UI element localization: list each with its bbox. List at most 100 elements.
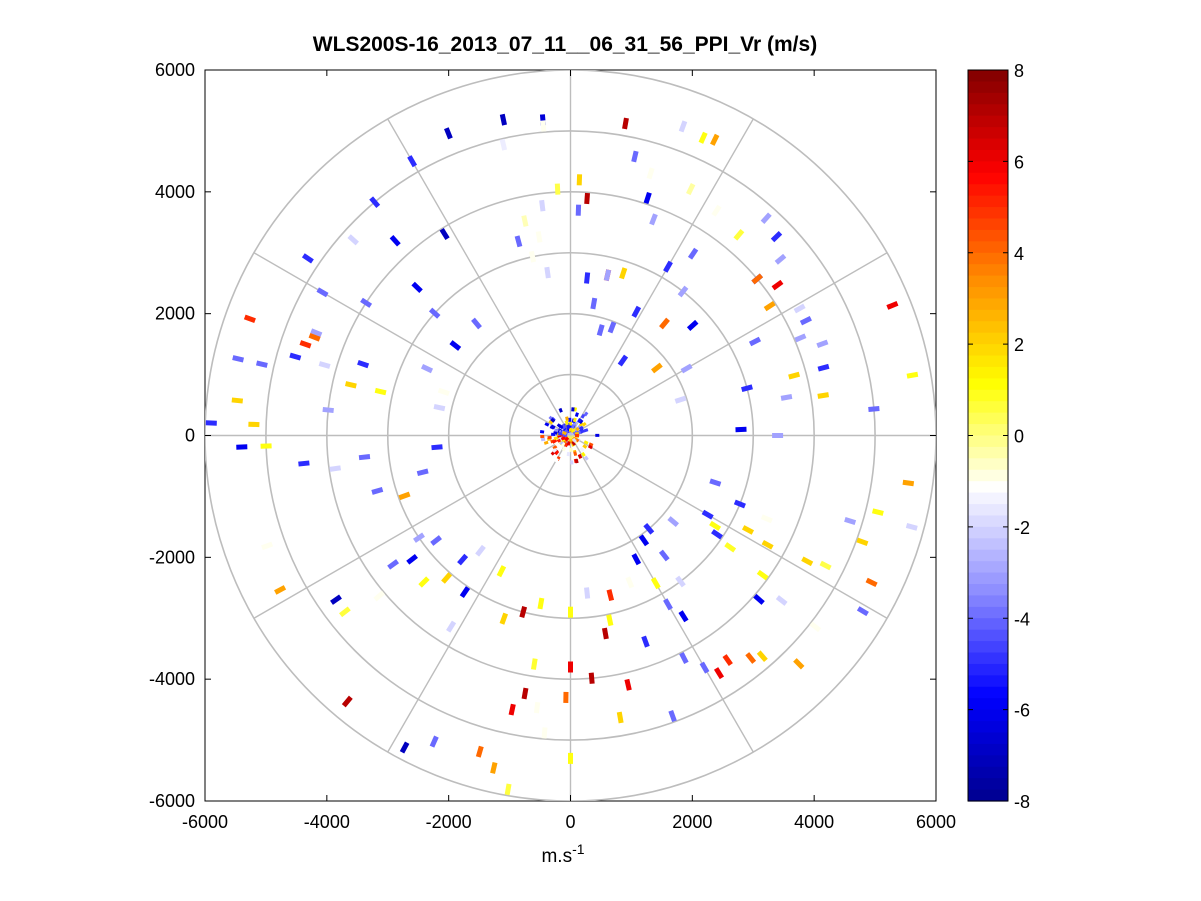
data-point <box>475 745 484 758</box>
center-wedge <box>567 434 571 436</box>
data-point <box>541 727 548 739</box>
center-wedge <box>567 435 571 437</box>
colorbar-tick-label: 2 <box>1014 335 1024 355</box>
data-point <box>710 133 720 146</box>
colorbar-swatch <box>968 115 1008 128</box>
data-point <box>568 661 573 673</box>
near-range-bin <box>574 412 579 417</box>
data-point <box>416 468 429 477</box>
chart-title: WLS200S-16_2013_07_11__06_31_56_PPI_Vr (… <box>313 33 817 56</box>
data-point <box>310 328 323 338</box>
near-range-bin <box>571 437 577 443</box>
near-range-bin <box>565 416 569 421</box>
data-point <box>344 381 357 389</box>
colorbar-swatch <box>968 149 1008 162</box>
data-point <box>686 183 696 196</box>
data-point <box>638 534 650 547</box>
data-point <box>301 253 314 264</box>
data-point <box>741 384 753 393</box>
x-tick-label: -2000 <box>426 812 472 832</box>
center-wedge <box>569 432 571 436</box>
near-range-bin <box>595 433 600 437</box>
colorbar-swatch <box>968 789 1008 802</box>
colorbar-swatch <box>968 104 1008 117</box>
data-point <box>429 735 439 748</box>
data-point <box>590 297 598 310</box>
data-point <box>449 340 462 351</box>
y-tick-label: -2000 <box>149 547 195 567</box>
data-point <box>756 569 769 581</box>
x-tick-label: -4000 <box>304 812 350 832</box>
data-point <box>663 260 673 273</box>
data-point <box>678 610 689 623</box>
center-wedge <box>568 432 571 436</box>
near-range-bin <box>551 432 556 437</box>
colorbar-swatch <box>968 469 1008 482</box>
data-points <box>205 113 919 796</box>
colorbar-swatch <box>968 526 1008 539</box>
data-point <box>299 340 312 349</box>
spoke-5 <box>570 434 888 619</box>
data-point <box>709 520 722 531</box>
data-point <box>308 332 321 342</box>
near-range-bin <box>548 419 554 425</box>
data-point <box>680 363 693 374</box>
near-range-bin <box>578 425 584 431</box>
data-point <box>584 272 591 284</box>
colorbar-swatch <box>968 686 1008 699</box>
x-tick-label: 4000 <box>794 812 834 832</box>
colorbar-swatch <box>968 766 1008 779</box>
colorbar-swatch <box>968 321 1008 334</box>
colorbar-swatch <box>968 663 1008 676</box>
y-tick-label: 2000 <box>155 304 195 324</box>
data-point <box>430 535 442 546</box>
colorbar-swatch <box>968 641 1008 654</box>
near-range-bin <box>561 446 567 452</box>
data-point <box>584 192 590 205</box>
colorbar-tick-label: 4 <box>1014 244 1024 264</box>
colorbar-swatch <box>968 572 1008 585</box>
y-tick-label: 6000 <box>155 60 195 80</box>
near-range-bin <box>560 442 566 448</box>
colorbar-tick-label: -8 <box>1014 792 1030 812</box>
center-wedge <box>569 435 571 439</box>
data-point <box>713 667 725 680</box>
data-point <box>816 339 829 349</box>
data-point <box>724 542 737 553</box>
spoke-12 <box>387 118 572 436</box>
near-range-bin <box>569 447 573 452</box>
data-point <box>261 541 274 551</box>
near-range-bin <box>570 428 576 433</box>
data-point <box>357 359 370 369</box>
center-wedge <box>567 435 571 438</box>
data-point <box>243 314 256 324</box>
near-range-bin <box>571 424 576 429</box>
data-point <box>544 266 551 279</box>
near-range-bin <box>554 457 559 463</box>
colorbar-swatch <box>968 355 1008 368</box>
data-point <box>625 576 635 589</box>
data-point <box>496 565 507 578</box>
data-point <box>643 191 652 205</box>
colorbar-swatch <box>968 652 1008 665</box>
center-wedge <box>570 435 573 439</box>
data-point <box>274 585 287 595</box>
data-point <box>711 529 723 540</box>
near-range-bin <box>564 420 569 425</box>
data-point <box>771 279 784 291</box>
data-point <box>521 687 529 700</box>
near-range-bin <box>552 448 558 453</box>
data-point <box>318 361 331 369</box>
data-point <box>347 234 359 246</box>
colorbar-swatch <box>968 424 1008 437</box>
x-axis-label-base: m.s <box>541 846 572 867</box>
y-tick-label: -6000 <box>149 791 195 811</box>
data-point <box>260 443 272 449</box>
data-point <box>761 539 774 550</box>
data-point <box>651 362 663 374</box>
center-wedge <box>570 435 574 437</box>
data-point <box>745 652 757 664</box>
near-range-bin <box>580 429 585 434</box>
data-point <box>330 594 342 605</box>
colorbar-swatch <box>968 709 1008 722</box>
